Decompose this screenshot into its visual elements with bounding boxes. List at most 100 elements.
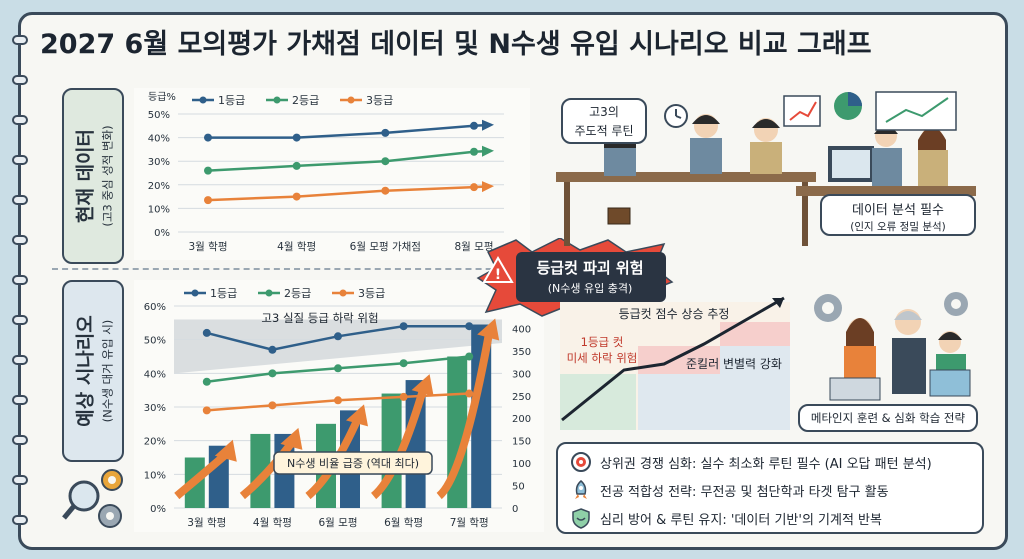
cutline-killer-label: 준킬러 변별력 강화 <box>686 357 782 371</box>
series-arrow-tail <box>473 150 485 154</box>
y2-tick-label: 350 <box>512 347 531 358</box>
target-icon <box>571 452 591 472</box>
data-point <box>399 392 408 401</box>
data-point <box>334 396 342 405</box>
shield-icon <box>572 508 590 529</box>
legend-marker <box>339 289 347 297</box>
cutline-diagram: 등급컷 점수 상승 추정 1등급 컷 미세 하락 위험 준킬러 변별력 강화 <box>560 296 790 430</box>
strategy-text: 상위권 경쟁 심화: 실수 최소화 루틴 필수 (AI 오답 패턴 분석) <box>600 456 932 472</box>
data-point <box>470 121 478 130</box>
data-point <box>202 406 211 415</box>
routine-callout-line: 주도적 루틴 <box>574 124 634 138</box>
current-chart: 0% 10% 20% 30% 40% 50% 등급% 3월 학평 4월 학평 6월 모평 가채점 8… <box>134 88 530 260</box>
svg-text:!: ! <box>495 267 501 283</box>
surge-arrow <box>436 331 494 500</box>
section-label-main: 현재 데이터 <box>74 128 97 224</box>
cutline-risk-label: 1등급 컷 <box>581 335 624 349</box>
data-point <box>465 389 474 398</box>
data-point <box>268 369 277 378</box>
data-point <box>292 192 301 201</box>
series-arrowhead <box>482 145 494 157</box>
routine-callout-line: 고3의 <box>589 105 619 119</box>
legend-marker <box>347 96 355 104</box>
analysis-callout-sub: (인지 오류 정밀 분석) <box>850 221 946 233</box>
y-tick-label: 20% <box>144 437 166 448</box>
series-arrowhead <box>482 181 494 193</box>
ring <box>12 515 28 525</box>
scenario-chart: 0% 10% 20% 30% 40% 50% 60% 0 50 100 150 200 250 300 35… <box>134 280 544 532</box>
data-point <box>202 377 211 386</box>
data-point <box>204 166 212 175</box>
series-arrow-tail <box>473 124 485 128</box>
data-point <box>292 133 301 142</box>
y2-tick-label: 50 <box>512 482 525 493</box>
ring <box>12 395 28 405</box>
magnifier-gear-icon <box>62 469 123 528</box>
data-point <box>381 186 390 195</box>
data-point <box>465 352 474 361</box>
y2-tick-label: 300 <box>512 369 531 380</box>
legend-label: 1등급 <box>210 287 237 300</box>
x-tick-label: 4월 학평 <box>253 517 292 529</box>
data-point <box>465 322 474 331</box>
series-line <box>207 150 475 172</box>
ring <box>12 355 28 365</box>
annotation-decline: 고3 실질 등급 하락 위험 <box>261 311 378 325</box>
data-point <box>204 133 212 142</box>
warning-subtitle: (N수생 유입 충격) <box>548 282 633 295</box>
legend-label: 2등급 <box>284 287 311 300</box>
legend-marker <box>273 96 281 104</box>
surge-arrowhead <box>477 318 500 341</box>
y-tick-label: 0% <box>154 228 170 239</box>
routine-callout: 고3의 주도적 루틴 <box>561 98 647 144</box>
legend-label: 3등급 <box>358 287 385 300</box>
scenario-chart-svg: 0% 10% 20% 30% 40% 50% 60% 0 50 100 150 200 250 300 35… <box>144 287 531 529</box>
section-label-sub: (고3 중심 성적 변화) <box>100 125 115 227</box>
y-tick-label: 60% <box>144 302 166 313</box>
y-tick-label: 50% <box>148 110 170 121</box>
surge-arrowhead <box>280 427 303 450</box>
y2-tick-label: 0 <box>512 504 518 515</box>
current-chart-svg: 0% 10% 20% 30% 40% 50% 등급% 3월 학평 4월 학평 6월 모평 가채점 8… <box>148 91 504 253</box>
section-divider <box>52 268 532 270</box>
data-point <box>204 196 212 205</box>
legend-label: 2등급 <box>292 94 319 107</box>
ring <box>12 115 28 125</box>
surge-arrowhead <box>411 374 434 397</box>
ring <box>12 155 28 165</box>
y-tick-label: 10% <box>144 470 166 481</box>
data-point <box>268 345 277 354</box>
y-tick-label: 40% <box>148 134 170 145</box>
cutline-risk-label: 미세 하락 위험 <box>567 351 638 365</box>
surge-arrowhead <box>214 439 237 462</box>
data-point <box>268 401 277 410</box>
y-tick-label: 20% <box>148 181 170 192</box>
strategy-row: 심리 방어 & 루틴 유지: '데이터 기반'의 기계적 반복 <box>570 506 882 530</box>
y2-tick-label: 250 <box>512 392 531 403</box>
analysis-callout-title: 데이터 분석 필수 <box>852 203 944 218</box>
annotation-surge: N수생 비율 급증 (역대 최다) <box>287 457 419 470</box>
strategy-text: 전공 적합성 전략: 무전공 및 첨단학과 타겟 탐구 활동 <box>600 484 889 500</box>
data-point <box>292 161 301 170</box>
y-tick-label: 0% <box>150 504 166 515</box>
bar-blue <box>405 380 426 508</box>
section-label-sub: (N수생 대거 유입 시) <box>100 319 115 423</box>
ring <box>12 475 28 485</box>
data-point <box>399 322 408 331</box>
data-point <box>399 359 408 368</box>
x-tick-label: 4월 학평 <box>277 241 316 253</box>
strategy-row: 전공 적합성 전략: 무전공 및 첨단학과 타겟 탐구 활동 <box>570 478 889 502</box>
ring <box>12 75 28 85</box>
series-line <box>208 124 475 139</box>
annotation-surge-box <box>273 451 433 475</box>
x-tick-label: 3월 학평 <box>189 241 228 253</box>
legend-marker <box>191 289 199 297</box>
data-point <box>334 364 342 373</box>
y-axis-label: 등급% <box>148 91 176 103</box>
series-line <box>207 185 475 202</box>
legend-marker <box>199 96 207 104</box>
legend-label: 3등급 <box>366 94 393 107</box>
legend-label: 1등급 <box>218 94 245 107</box>
x-tick-label: 6월 모평 가채점 <box>350 241 421 253</box>
y2-tick-label: 200 <box>512 414 531 425</box>
